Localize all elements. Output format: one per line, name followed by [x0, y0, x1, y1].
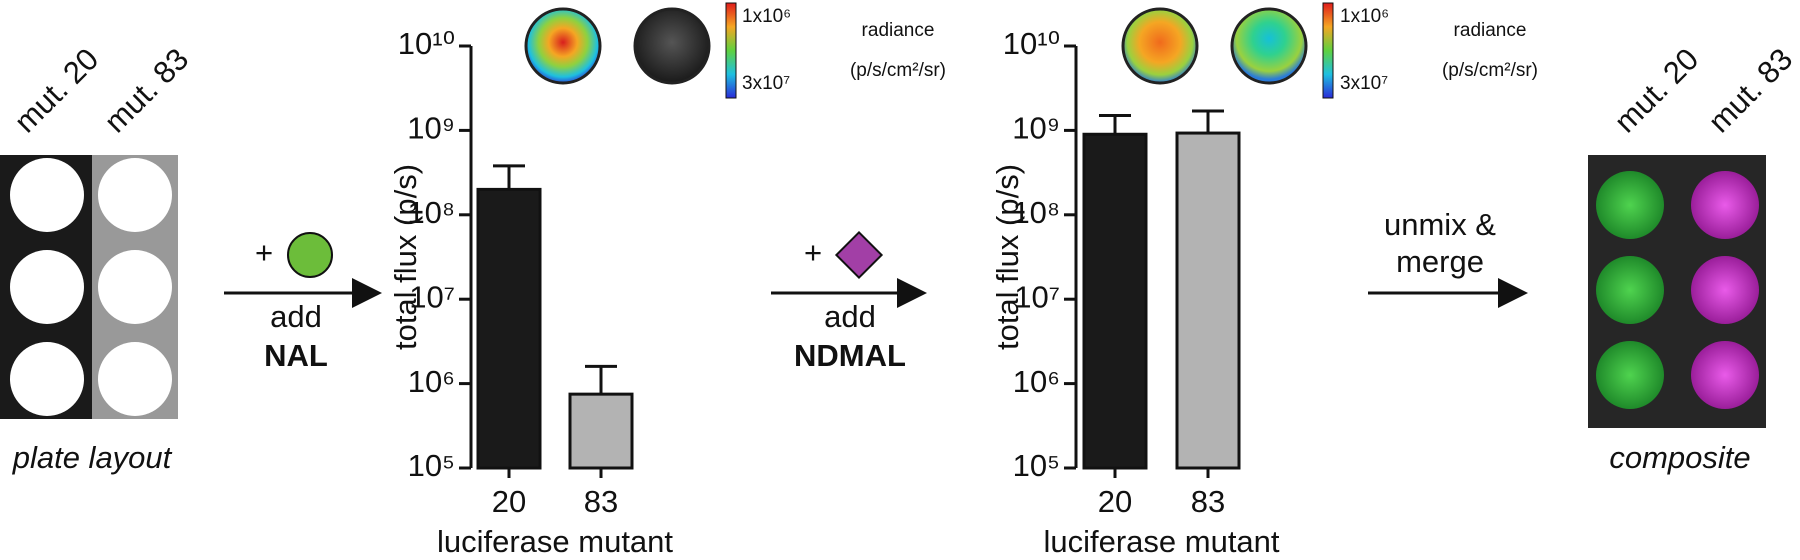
step-verb: add	[270, 299, 322, 334]
y-tick-label: 10⁵	[1013, 448, 1060, 483]
well-thumbnail	[633, 7, 711, 85]
substrate-icon	[287, 232, 333, 278]
colorbar	[1322, 2, 1334, 99]
well-thumbnail	[524, 7, 602, 85]
bar	[568, 392, 634, 470]
plate-caption: plate layout	[12, 440, 173, 475]
colorbar	[725, 2, 737, 99]
y-axis-label: total flux (p/s)	[388, 164, 423, 350]
bar	[476, 187, 542, 470]
y-tick-label: 10⁹	[407, 111, 455, 146]
colorbar-title: radiance	[1454, 20, 1527, 41]
colorbar-min: 3x10⁷	[742, 73, 790, 94]
x-tick-label: 20	[1098, 484, 1132, 519]
bar	[1175, 131, 1241, 470]
y-tick-label: 10⁷	[1014, 279, 1060, 314]
colorbar-max: 1x10⁶	[742, 6, 791, 27]
x-axis-label: luciferase mutant	[437, 524, 673, 559]
y-tick-label: 10⁶	[408, 364, 455, 399]
composite-label: mut. 20	[1607, 41, 1705, 139]
y-tick-label: 10¹⁰	[398, 26, 455, 61]
well-thumbnail	[1230, 7, 1308, 85]
y-tick-label: 10⁷	[409, 279, 455, 314]
x-tick-label: 83	[584, 484, 618, 519]
colorbar-title: radiance	[862, 20, 935, 41]
composite-wells	[1596, 171, 1759, 409]
substrate-name: NDMAL	[794, 338, 906, 373]
bar	[1082, 132, 1148, 470]
y-tick-label: 10⁵	[408, 448, 455, 483]
y-tick-label: 10⁸	[407, 195, 455, 230]
y-axis-label: total flux (p/s)	[990, 164, 1025, 350]
step-text: unmix &	[1384, 207, 1496, 242]
step-verb: add	[824, 299, 876, 334]
substrate-name: NAL	[264, 338, 328, 373]
colorbar-max: 1x10⁶	[1340, 6, 1389, 27]
y-tick-label: 10⁶	[1013, 364, 1060, 399]
step-text: merge	[1396, 244, 1484, 279]
colorbar-unit: (p/s/cm²/sr)	[850, 60, 946, 81]
plate-label: mut. 20	[7, 41, 105, 139]
y-tick-label: 10¹⁰	[1003, 26, 1060, 61]
colorbar-unit: (p/s/cm²/sr)	[1442, 60, 1538, 81]
x-tick-label: 20	[492, 484, 526, 519]
plate-wells	[10, 158, 172, 416]
plate-label: mut. 83	[97, 41, 195, 139]
x-axis-label: luciferase mutant	[1043, 524, 1279, 559]
y-tick-label: 10⁹	[1012, 111, 1060, 146]
x-tick-label: 83	[1191, 484, 1225, 519]
well-thumbnail	[1121, 7, 1199, 85]
substrate-icon	[834, 230, 884, 280]
plus: +	[804, 235, 822, 270]
y-tick-label: 10⁸	[1012, 195, 1060, 230]
composite-label: mut. 83	[1701, 41, 1799, 139]
colorbar-min: 3x10⁷	[1340, 73, 1388, 94]
plus: +	[255, 235, 273, 270]
composite-caption: composite	[1609, 440, 1750, 475]
